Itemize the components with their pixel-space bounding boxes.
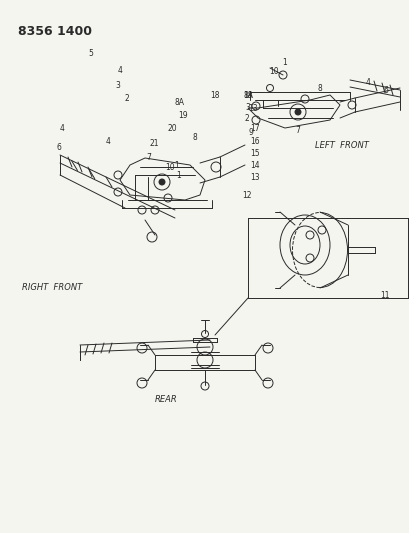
- Text: 7: 7: [294, 125, 299, 134]
- Text: 4: 4: [118, 66, 123, 75]
- Text: 7: 7: [146, 152, 151, 161]
- Text: 1: 1: [281, 58, 286, 67]
- Text: 13: 13: [247, 103, 257, 112]
- Text: 3: 3: [115, 80, 119, 90]
- Text: 4: 4: [106, 136, 110, 146]
- Circle shape: [159, 179, 164, 185]
- Text: 8A: 8A: [175, 98, 184, 107]
- Text: 16: 16: [249, 136, 259, 146]
- Text: 21: 21: [150, 139, 159, 148]
- Text: LEFT  FRONT: LEFT FRONT: [314, 141, 368, 149]
- Text: 18: 18: [243, 91, 252, 100]
- Text: 4: 4: [365, 77, 370, 86]
- Text: RIGHT  FRONT: RIGHT FRONT: [22, 284, 82, 293]
- Text: 2: 2: [245, 114, 249, 123]
- Text: 17: 17: [249, 124, 259, 133]
- Text: 3: 3: [245, 102, 249, 111]
- Text: 18: 18: [209, 91, 219, 100]
- Text: 11: 11: [379, 290, 389, 300]
- Text: 1: 1: [173, 160, 178, 169]
- Text: 8: 8: [317, 84, 322, 93]
- Text: 12: 12: [241, 190, 251, 199]
- Text: 6: 6: [383, 85, 388, 94]
- Text: 8: 8: [193, 133, 197, 141]
- Text: 14: 14: [249, 160, 259, 169]
- Text: 8A: 8A: [243, 91, 254, 100]
- Text: 10: 10: [268, 67, 278, 76]
- Text: 4: 4: [60, 124, 65, 133]
- Text: 20: 20: [168, 124, 177, 133]
- Text: 10: 10: [164, 163, 174, 172]
- Text: 5: 5: [88, 49, 93, 58]
- Text: 8356 1400: 8356 1400: [18, 25, 92, 38]
- Circle shape: [294, 109, 300, 115]
- Text: 1: 1: [175, 171, 180, 180]
- Text: 15: 15: [249, 149, 259, 157]
- Text: 19: 19: [178, 110, 187, 119]
- Text: 9: 9: [248, 127, 253, 136]
- Text: 13: 13: [249, 174, 259, 182]
- Text: 6: 6: [57, 142, 62, 151]
- Text: 2: 2: [125, 93, 129, 102]
- Text: REAR: REAR: [155, 395, 178, 405]
